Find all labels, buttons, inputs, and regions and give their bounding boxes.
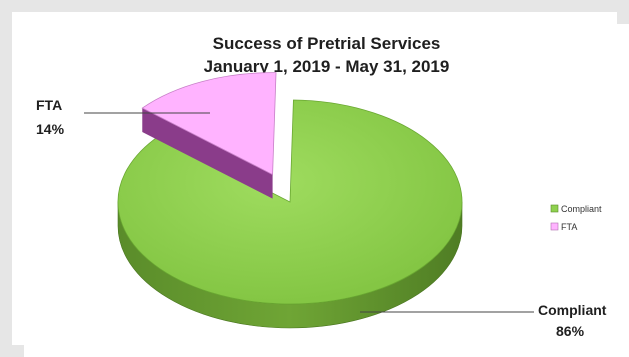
- legend-swatch-fta: [550, 222, 559, 231]
- chart-title: Success of Pretrial Services: [212, 34, 441, 53]
- fta-label-name: FTA: [36, 97, 62, 113]
- pie-layer: [117, 72, 463, 329]
- legend-label-fta: FTA: [561, 222, 577, 232]
- legend: Compliant FTA: [550, 204, 602, 232]
- slice-fta-side: [142, 108, 273, 199]
- slice-compliant: [117, 99, 463, 305]
- compliant-label-value: 86%: [556, 323, 585, 339]
- legend-swatch-compliant: [550, 204, 559, 213]
- chart-title-block: Success of Pretrial Services January 1, …: [24, 32, 629, 78]
- fta-label-value: 14%: [36, 121, 65, 137]
- legend-label-compliant: Compliant: [561, 204, 602, 214]
- compliant-label-name: Compliant: [538, 302, 607, 318]
- chart-subtitle: January 1, 2019 - May 31, 2019: [203, 57, 450, 76]
- slice-fta: [141, 72, 277, 176]
